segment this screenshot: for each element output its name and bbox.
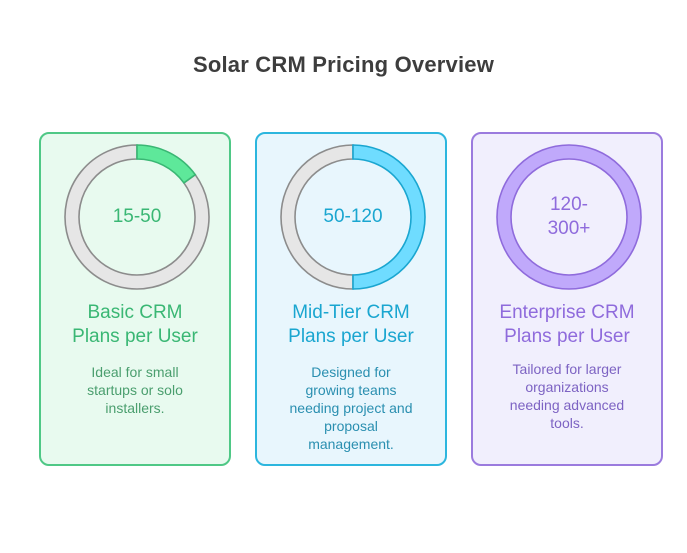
card-heading: Basic CRM Plans per User — [72, 302, 198, 347]
card-description: Designed for growing teams needing proje… — [289, 364, 413, 452]
card-heading: Enterprise CRM Plans per User — [499, 302, 635, 347]
gauge-track — [64, 144, 210, 290]
gauge-enterprise: 120- 300+ — [496, 144, 642, 290]
pricing-card-enterprise: 120- 300+ Enterprise CRM Plans per User … — [471, 132, 663, 466]
gauge-value-label: 15-50 — [112, 206, 162, 227]
gauge-value-label: 120- 300+ — [547, 194, 591, 239]
gauge-basic: 15-50 — [64, 144, 210, 290]
gauge-fill — [136, 144, 197, 185]
gauge-fill — [352, 144, 426, 290]
pricing-card-basic: 15-50 Basic CRM Plans per User Ideal for… — [39, 132, 231, 466]
card-description: Tailored for larger organizations needin… — [509, 361, 625, 431]
gauge-value-label: 50-120 — [323, 206, 383, 227]
card-heading: Mid-Tier CRM Plans per User — [288, 302, 414, 347]
gauge-fill — [496, 144, 642, 290]
card-description: Ideal for small startups or solo install… — [87, 364, 183, 416]
pricing-card-mid-tier: 50-120 Mid-Tier CRM Plans per User Desig… — [255, 132, 447, 466]
gauge-mid-tier: 50-120 — [280, 144, 426, 290]
page-title: Solar CRM Pricing Overview — [192, 52, 495, 77]
